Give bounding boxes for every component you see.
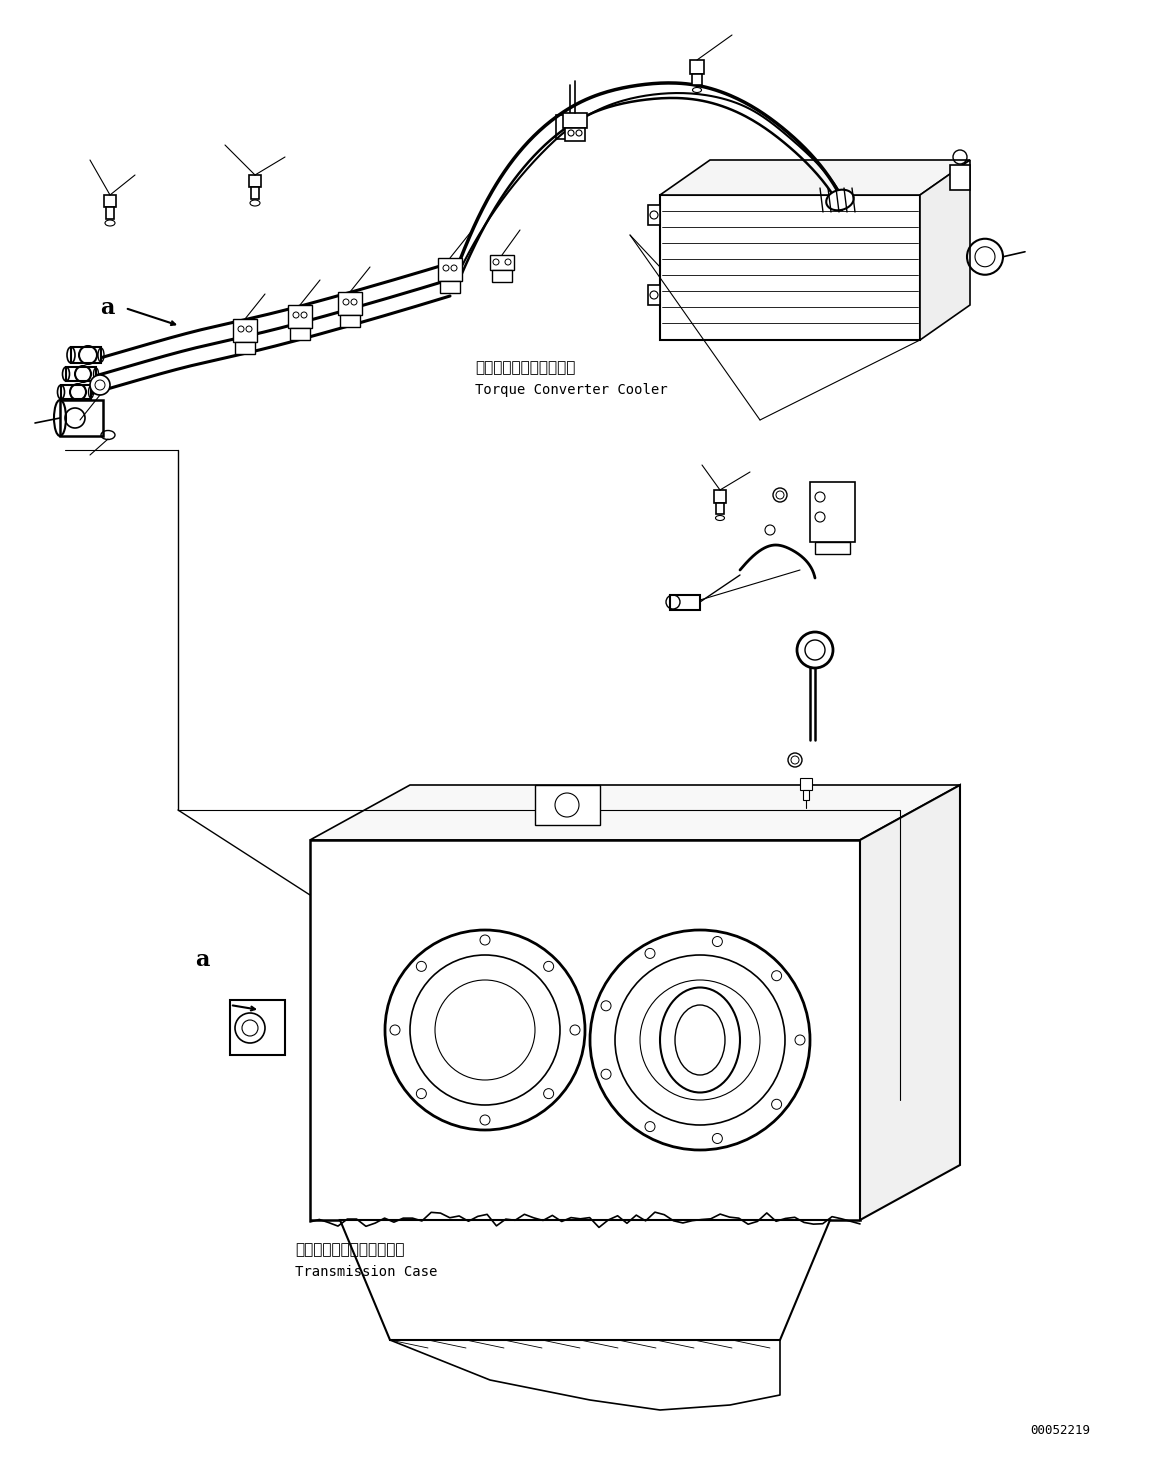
Polygon shape [648,284,659,305]
Polygon shape [311,840,859,1220]
Polygon shape [440,281,461,293]
Text: Transmission Case: Transmission Case [295,1266,437,1279]
Polygon shape [659,195,920,340]
Polygon shape [311,784,959,840]
Polygon shape [648,206,659,225]
Polygon shape [815,542,850,554]
Text: トランスミッションケース: トランスミッションケース [295,1242,405,1257]
Circle shape [90,375,110,395]
Polygon shape [492,270,512,281]
Polygon shape [670,595,700,609]
Text: 00052219: 00052219 [1030,1423,1090,1436]
Polygon shape [490,255,514,270]
Text: Torque Converter Cooler: Torque Converter Cooler [475,383,668,397]
Polygon shape [859,784,959,1220]
Polygon shape [60,385,91,399]
Polygon shape [230,1000,285,1056]
Polygon shape [535,784,600,825]
Circle shape [789,752,802,767]
Circle shape [235,1013,265,1042]
Text: a: a [195,949,209,971]
Polygon shape [340,315,361,327]
Polygon shape [714,490,726,503]
Circle shape [773,488,787,502]
Polygon shape [233,319,257,343]
Polygon shape [690,60,704,74]
Polygon shape [340,1220,830,1340]
Text: トルクコンバータクーラ: トルクコンバータクーラ [475,360,576,376]
Circle shape [385,930,585,1130]
Polygon shape [565,128,585,141]
Polygon shape [716,503,725,515]
Polygon shape [106,207,114,219]
Polygon shape [71,347,101,363]
Polygon shape [60,399,104,436]
Polygon shape [659,160,970,195]
Polygon shape [692,74,702,85]
Polygon shape [556,115,584,139]
Polygon shape [338,292,362,315]
Polygon shape [950,165,970,190]
Circle shape [797,631,833,668]
Polygon shape [438,258,462,281]
Polygon shape [235,343,255,354]
Polygon shape [800,779,812,790]
Polygon shape [104,195,116,207]
Circle shape [590,930,809,1150]
Polygon shape [251,187,259,198]
Polygon shape [920,160,970,340]
Polygon shape [288,305,312,328]
Polygon shape [66,367,97,381]
Ellipse shape [826,190,854,210]
Polygon shape [290,328,311,340]
Polygon shape [809,483,855,542]
Polygon shape [563,114,587,128]
Text: a: a [100,297,114,319]
Polygon shape [249,175,261,187]
Polygon shape [802,790,809,800]
